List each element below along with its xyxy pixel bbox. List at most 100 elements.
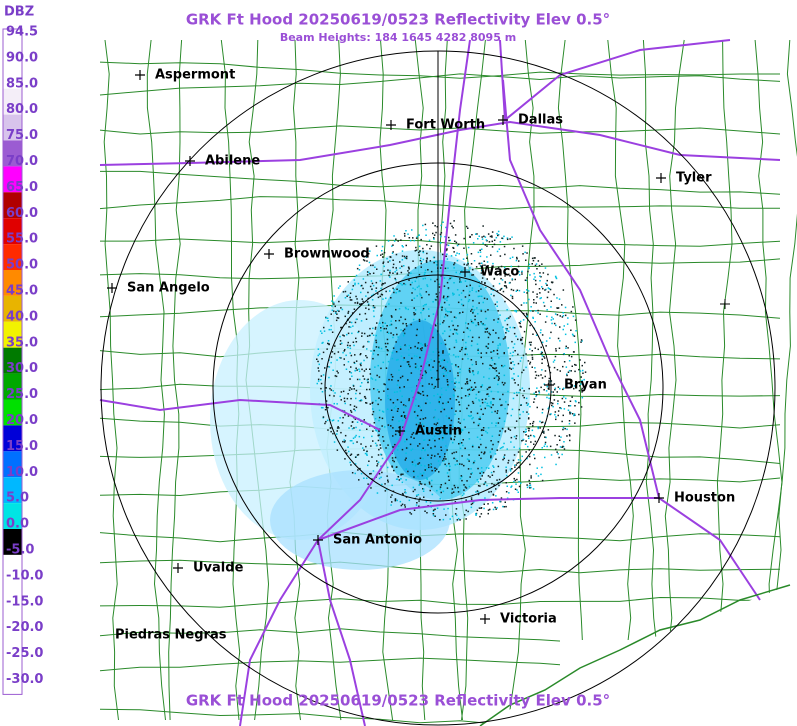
echo-speck [430,358,432,361]
echo-speck [387,240,390,242]
echo-speck [381,471,383,474]
echo-speck [479,391,481,393]
echo-speck [528,417,530,419]
echo-speck [575,330,577,332]
echo-speck [344,290,347,293]
echo-speck [493,350,495,352]
echo-speck [463,484,465,486]
echo-speck [511,468,513,470]
echo-speck [476,412,479,415]
echo-speck [420,464,423,467]
echo-speck [429,501,432,504]
echo-speck [392,459,394,462]
echo-speck [471,274,473,276]
echo-speck [491,502,494,504]
echo-speck [470,310,472,312]
echo-speck [419,393,422,395]
echo-speck [330,325,332,327]
echo-speck [448,353,450,355]
echo-speck [557,402,559,405]
echo-speck [446,248,448,250]
echo-speck [399,390,402,392]
echo-speck [470,344,473,347]
echo-speck [449,518,451,520]
echo-speck [554,411,557,413]
echo-speck [443,301,446,304]
city-marker [135,70,145,80]
echo-speck [448,348,451,350]
echo-speck [366,260,368,262]
echo-speck [478,302,480,304]
echo-speck [559,315,561,317]
echo-speck [494,410,496,413]
echo-speck [357,282,360,285]
echo-speck [541,421,544,423]
echo-speck [381,294,384,296]
echo-speck [444,453,446,455]
footer-title: GRK Ft Hood 20250619/0523 Reflectivity E… [186,692,610,710]
echo-speck [356,369,358,371]
echo-speck [462,444,464,447]
echo-speck [359,313,361,316]
echo-speck [420,288,422,290]
echo-speck [530,341,532,344]
echo-speck [398,369,400,371]
echo-speck [457,243,460,246]
echo-speck [413,239,416,242]
echo-speck [497,391,499,393]
echo-speck [414,366,417,369]
echo-speck [532,259,535,262]
echo-speck [428,483,431,485]
echo-speck [470,411,472,413]
echo-speck [424,483,426,486]
echo-speck [360,443,362,445]
echo-speck [425,303,427,306]
echo-speck [390,332,392,334]
echo-speck [494,368,496,370]
echo-speck [412,490,415,493]
echo-speck [546,296,549,299]
echo-speck [519,320,522,323]
echo-speck [353,361,355,364]
echo-speck [439,488,441,490]
echo-speck [389,290,391,292]
county-line [642,39,659,721]
echo-speck [479,405,482,407]
echo-speck [381,483,383,486]
echo-speck [477,485,480,487]
echo-speck [467,395,470,397]
echo-speck [533,278,535,280]
echo-speck [412,432,415,434]
echo-speck [508,317,510,319]
highways [99,39,781,726]
echo-speck [517,451,520,453]
echo-speck [493,294,495,297]
echo-speck [537,260,540,262]
echo-speck [526,314,528,316]
echo-speck [372,306,375,309]
echo-speck [347,446,349,448]
echo-speck [528,266,530,269]
echo-speck [404,235,406,237]
echo-speck [422,488,424,490]
echo-speck [342,334,344,336]
echo-speck [511,354,514,357]
echo-speck [392,259,394,261]
echo-speck [331,331,334,333]
echo-speck [419,418,422,420]
echo-speck [530,306,532,308]
echo-speck [515,464,518,466]
echo-speck [561,420,563,423]
echo-speck [521,270,523,273]
echo-speck [565,397,567,400]
echo-speck [376,268,378,270]
echo-speck [534,264,537,267]
echo-speck [352,341,355,343]
echo-speck [512,459,515,462]
echo-speck [551,404,553,407]
echo-speck [527,413,530,415]
echo-speck [369,473,371,475]
legend-swatch [3,88,22,115]
echo-speck [453,293,455,295]
echo-speck [461,455,463,457]
